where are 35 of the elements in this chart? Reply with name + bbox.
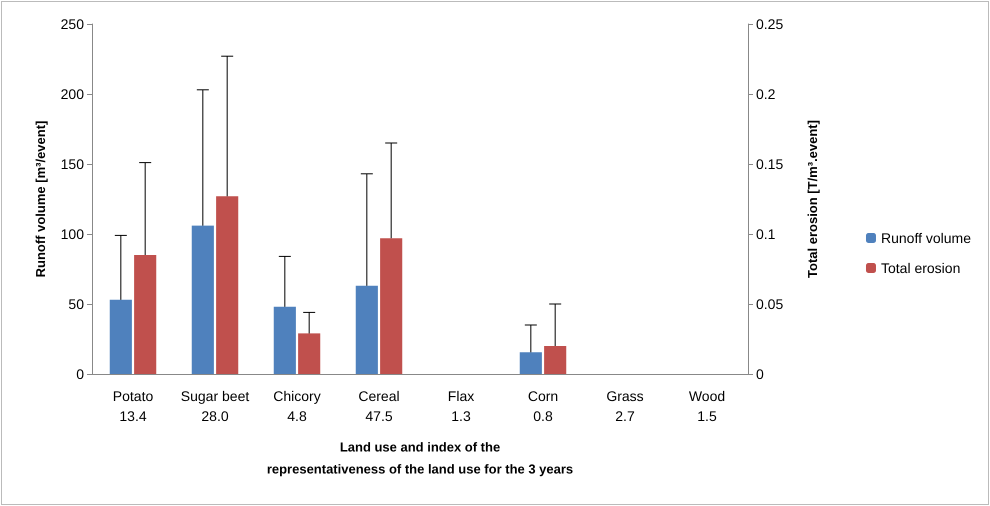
bar — [520, 352, 542, 374]
bar — [544, 346, 566, 374]
y2-axis-title: Total erosion [T/m³.event] — [805, 120, 820, 278]
bar — [192, 226, 214, 374]
x-tick-label: Sugar beet 28.0 — [180, 388, 250, 424]
y-tick-label: 200 — [60, 86, 84, 102]
x-tick-label: Cereal 47.5 — [358, 388, 400, 424]
x-tick-label: Wood 1.5 — [688, 388, 726, 424]
bar — [356, 286, 378, 374]
y2-tick-label: 0.1 — [756, 226, 776, 242]
x-tick-label: Flax 1.3 — [448, 388, 474, 424]
y-tick-label: 50 — [68, 296, 84, 312]
x-tick-label: Chicory 4.8 — [273, 388, 321, 424]
bar — [110, 300, 132, 374]
y2-tick-label: 0.25 — [756, 16, 784, 32]
x-tick-label: Grass 2.7 — [606, 388, 644, 424]
bar — [134, 255, 156, 374]
y2-tick-label: 0 — [756, 366, 764, 382]
legend-label: Total erosion — [880, 260, 960, 276]
y-tick-label: 150 — [60, 156, 84, 172]
bar — [298, 333, 320, 374]
bar — [380, 238, 402, 374]
y-tick-label: 0 — [76, 366, 84, 382]
y-tick-label: 100 — [60, 226, 84, 242]
y-tick-label: 250 — [60, 16, 84, 32]
bar — [274, 306, 296, 374]
x-axis-title: Land use and index of the representativeness of the land use for the 3 years — [266, 440, 574, 476]
x-tick-label: Corn 0.8 — [528, 388, 558, 424]
y-axis-title: Runoff volume [m³/event] — [33, 120, 48, 278]
bar — [216, 196, 238, 374]
x-tick-label: Potato 13.4 — [112, 388, 154, 424]
legend-label: Runoff volume — [880, 230, 972, 246]
y2-tick-label: 0.15 — [756, 156, 784, 172]
y2-tick-label: 0.2 — [756, 86, 776, 102]
y2-tick-label: 0.05 — [756, 296, 784, 312]
